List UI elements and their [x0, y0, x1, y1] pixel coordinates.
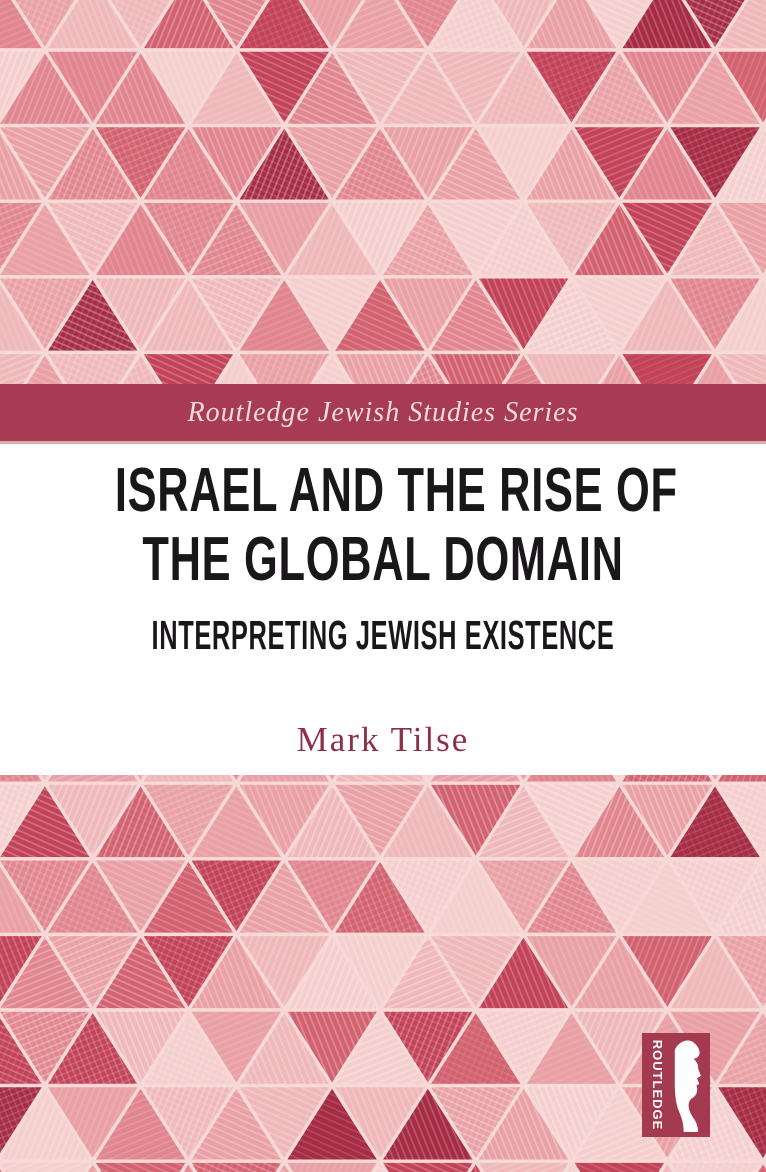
series-band: Routledge Jewish Studies Series — [0, 384, 766, 441]
book-subtitle: INTERPRETING JEWISH EXISTENCE — [151, 612, 615, 658]
triangle-pattern-top — [0, 0, 766, 384]
routledge-logo-label: ROUTLEDGE — [650, 1039, 665, 1131]
series-band-label: Routledge Jewish Studies Series — [187, 397, 579, 428]
book-title-line-1: ISRAEL AND THE RISE OF — [114, 456, 678, 525]
triangle-pattern-bottom — [0, 775, 766, 1172]
book-title-line-2: THE GLOBAL DOMAIN — [142, 525, 624, 594]
series-band-rule — [0, 441, 766, 444]
routledge-r-icon — [674, 1040, 701, 1132]
book-title: ISRAEL AND THE RISE OF THE GLOBAL DOMAIN — [114, 456, 678, 594]
routledge-logo: ROUTLEDGE — [642, 1033, 710, 1137]
author-name: Mark Tilse — [296, 720, 470, 759]
